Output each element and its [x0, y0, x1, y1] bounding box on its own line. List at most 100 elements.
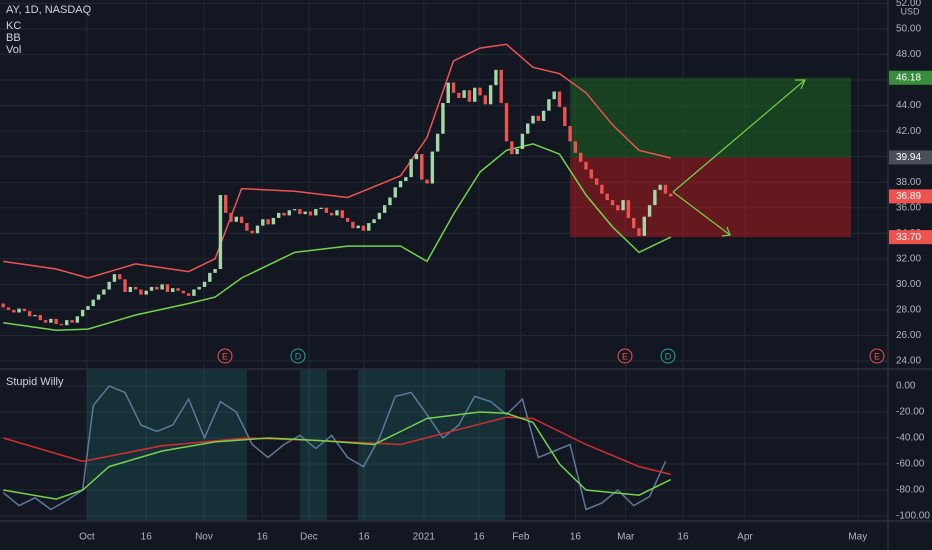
- candle: [393, 187, 397, 198]
- y-tick-label: 44.00: [896, 100, 921, 111]
- candle: [91, 299, 95, 307]
- arrow: [672, 79, 806, 193]
- candle: [536, 115, 541, 121]
- candle: [388, 197, 392, 206]
- candle: [557, 91, 562, 107]
- candle: [467, 90, 472, 102]
- candle: [589, 169, 593, 179]
- candle: [192, 289, 196, 296]
- line-series: [2, 416, 671, 476]
- candle: [59, 323, 64, 326]
- candle: [499, 69, 503, 104]
- x-tick-label: 16: [570, 532, 582, 543]
- candle: [1, 303, 5, 308]
- y-tick-label: -100.00: [896, 511, 930, 522]
- candle: [208, 272, 212, 282]
- y-tick-label: -40.00: [896, 433, 925, 444]
- candle: [314, 209, 318, 216]
- y-tick-label: 28.00: [896, 305, 921, 316]
- indicator: KC: [6, 20, 21, 32]
- x-tick-label: 16: [257, 532, 269, 543]
- candle: [504, 103, 509, 142]
- candle: [563, 106, 567, 127]
- y-tick-label: -80.00: [896, 485, 925, 496]
- x-tick-label: 16: [358, 532, 370, 543]
- candle: [319, 207, 323, 210]
- candle: [118, 274, 122, 280]
- candle: [229, 212, 233, 222]
- candle: [186, 293, 191, 296]
- x-tick-label: May: [848, 532, 867, 543]
- event-label: D: [665, 351, 672, 361]
- candle: [22, 308, 27, 312]
- price-tag-label: 46.18: [896, 72, 921, 83]
- x-tick-label: Nov: [195, 532, 213, 543]
- x-tick-label: 16: [141, 532, 153, 543]
- candle: [165, 284, 170, 293]
- candle: [144, 290, 148, 295]
- arrow-head: [795, 79, 806, 90]
- y-tick-label: 48.00: [896, 49, 921, 60]
- candle: [335, 210, 339, 216]
- y-tick-label: 26.00: [896, 330, 921, 341]
- candle: [621, 200, 625, 211]
- candle: [600, 184, 604, 194]
- candle: [27, 311, 32, 317]
- candle: [626, 200, 631, 218]
- candle: [176, 288, 180, 291]
- candle: [96, 294, 101, 300]
- candle: [112, 274, 117, 282]
- price-tag-label: 36.89: [896, 191, 921, 202]
- candle: [510, 141, 514, 155]
- line-series: [3, 143, 672, 332]
- candle: [616, 205, 620, 211]
- candle: [488, 85, 493, 105]
- candle: [308, 211, 313, 216]
- candle: [658, 184, 662, 190]
- candle: [382, 205, 387, 213]
- candle: [642, 216, 646, 236]
- candle: [234, 216, 239, 222]
- candle: [653, 189, 657, 206]
- candle: [218, 194, 223, 270]
- candle: [239, 216, 244, 224]
- candle: [213, 269, 217, 273]
- candle: [451, 82, 456, 93]
- candle: [568, 126, 572, 142]
- candle: [271, 217, 276, 225]
- event-label: E: [622, 351, 628, 361]
- candle: [457, 92, 461, 98]
- candle: [171, 288, 175, 293]
- candle: [340, 210, 344, 218]
- candle: [12, 309, 16, 313]
- candle: [282, 212, 286, 216]
- event-marker: [290, 348, 306, 364]
- line-series: [3, 411, 672, 500]
- event-marker: [869, 348, 885, 364]
- candle: [520, 133, 525, 150]
- target-zone: [570, 77, 851, 158]
- price-tag: [889, 230, 932, 245]
- candle: [276, 212, 281, 218]
- candle: [361, 225, 366, 231]
- candle: [541, 110, 546, 121]
- candle: [420, 154, 424, 180]
- indicator: BB: [6, 32, 21, 44]
- candle: [430, 151, 435, 184]
- candle: [75, 316, 80, 323]
- candle: [128, 286, 133, 293]
- candle: [610, 200, 615, 206]
- zone: [300, 370, 327, 520]
- y-tick-label: -20.00: [896, 407, 925, 418]
- y-tick-label: 50.00: [896, 24, 921, 35]
- y-tick-label: 42.00: [896, 126, 921, 137]
- candle: [49, 318, 53, 323]
- price-tag-label: 39.94: [896, 152, 921, 163]
- event-marker: [217, 348, 233, 364]
- candle: [17, 308, 21, 313]
- candle: [351, 221, 355, 229]
- candle: [102, 289, 106, 295]
- candle: [637, 228, 641, 236]
- candle: [329, 212, 334, 216]
- candle: [594, 178, 599, 185]
